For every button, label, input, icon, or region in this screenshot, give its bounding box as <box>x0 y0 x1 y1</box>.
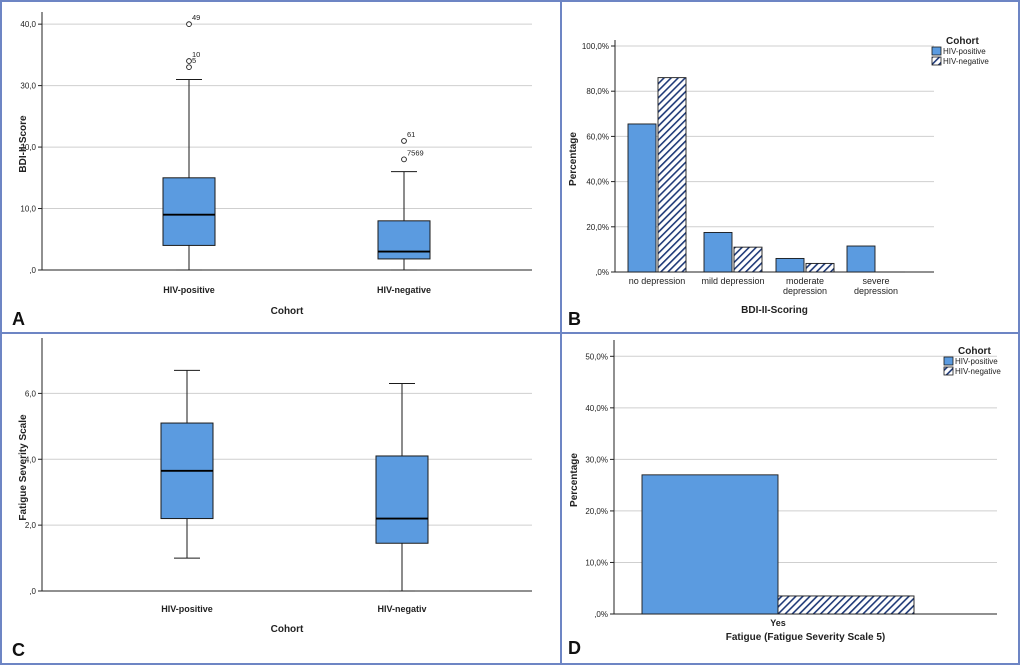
panel-a-boxplot: ,0 10,0 20,0 30,0 40,0 Cohort BDI-II-Score A 49 1… <box>12 12 532 329</box>
outlier-point <box>186 64 192 71</box>
bar-hiv-positive <box>703 231 733 273</box>
y-tick-label: 20,0 <box>20 143 36 152</box>
outlier-label: 5 <box>192 56 196 65</box>
box-iqr <box>375 455 429 544</box>
x-category-label: HIV-negativ <box>377 604 426 614</box>
y-tick-label: ,0% <box>594 610 608 619</box>
outlier-label: 7569 <box>407 148 424 157</box>
panel-letter: D <box>568 638 581 658</box>
legend-label: HIV-positive <box>955 357 998 366</box>
outlier-point <box>401 138 407 144</box>
y-tick-label: 50,0% <box>585 352 608 361</box>
bar-hiv-negative <box>777 595 915 615</box>
x-category-label: moderate <box>786 276 824 286</box>
y-axis-title: Fatigue Severity Scale <box>18 414 29 521</box>
y-tick-label: 2,0 <box>25 521 37 530</box>
y-tick-label: 10,0 <box>20 205 36 214</box>
panel-letter: A <box>12 309 25 329</box>
outlier-label: 61 <box>407 130 415 139</box>
x-category-label: HIV-negative <box>377 285 431 295</box>
y-tick-label: 20,0% <box>586 223 609 232</box>
box-iqr <box>377 220 431 260</box>
y-tick-label: ,0 <box>29 587 36 596</box>
bar-hiv-positive <box>846 245 876 273</box>
outlier-label: 10 <box>192 50 200 59</box>
y-tick-label: ,0% <box>595 268 609 277</box>
x-category-label: HIV-positive <box>161 604 213 614</box>
legend-label: HIV-positive <box>943 47 986 56</box>
x-category-label: HIV-positive <box>163 285 215 295</box>
panel-letter: B <box>568 309 581 329</box>
bar-hiv-negative <box>733 246 763 273</box>
panel-d-barchart: ,0% 10,0% 20,0% 30,0% 40,0% 50,0% Fatigue (Fat… <box>568 340 1001 658</box>
y-tick-label: 30,0 <box>20 82 36 91</box>
legend-label: HIV-negative <box>955 367 1001 376</box>
y-tick-label: 100,0% <box>582 42 609 51</box>
y-tick-label: 4,0 <box>25 455 37 464</box>
box-iqr <box>162 177 216 246</box>
y-axis-title: Percentage <box>568 132 579 186</box>
bar-hiv-positive <box>641 474 779 615</box>
legend-swatch <box>943 356 954 366</box>
bar-hiv-negative <box>805 262 835 273</box>
x-category-label: mild depression <box>701 276 764 286</box>
outlier-point <box>186 21 192 27</box>
x-axis-title: Fatigue (Fatigue Severity Scale 5) <box>726 632 886 643</box>
legend-swatch <box>931 56 942 66</box>
panel-c-boxplot: ,0 2,0 4,0 6,0 Cohort Fatigue Severity Scale C… <box>12 338 532 660</box>
panel-b-barchart: ,0% 20,0% 40,0% 60,0% 80,0% 100,0% BDI-II-Scor… <box>568 36 989 329</box>
y-axis-title: BDI-II-Score <box>18 115 29 173</box>
y-tick-label: 20,0% <box>585 507 608 516</box>
outlier-point <box>401 156 407 163</box>
panel-letter: C <box>12 640 25 660</box>
y-tick-label: 30,0% <box>585 455 608 464</box>
y-axis-title: Percentage <box>569 453 580 507</box>
legend-swatch <box>943 366 954 376</box>
x-category-label: depression <box>854 286 898 296</box>
legend-swatch <box>931 46 942 56</box>
x-category-label: severe <box>862 276 889 286</box>
outlier-label: 49 <box>192 13 200 22</box>
y-tick-label: 10,0% <box>585 558 608 567</box>
y-tick-label: ,0 <box>29 266 36 275</box>
y-tick-label: 60,0% <box>586 132 609 141</box>
y-tick-label: 40,0 <box>20 20 36 29</box>
y-tick-label: 6,0 <box>25 389 37 398</box>
bar-hiv-positive <box>775 257 805 273</box>
y-tick-label: 80,0% <box>586 87 609 96</box>
legend-title: Cohort <box>946 36 979 47</box>
y-tick-label: 40,0% <box>586 178 609 187</box>
bar-hiv-positive <box>627 123 657 273</box>
legend-label: HIV-negative <box>943 57 989 66</box>
x-axis-title: Cohort <box>271 306 304 317</box>
y-tick-label: 40,0% <box>585 404 608 413</box>
outlier-point <box>186 58 192 64</box>
panel-divider-horizontal <box>0 332 1020 334</box>
x-axis-title: Cohort <box>271 624 304 635</box>
x-axis-title: BDI-II-Scoring <box>741 305 808 316</box>
x-category-label: depression <box>783 286 827 296</box>
legend-title: Cohort <box>958 346 991 357</box>
x-category-label: no depression <box>629 276 686 286</box>
x-category-label: Yes <box>770 618 786 628</box>
bar-hiv-negative <box>657 77 687 273</box>
